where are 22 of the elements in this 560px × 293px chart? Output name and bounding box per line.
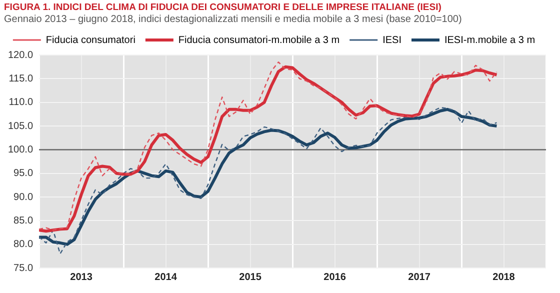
x-tick-label: 2017 bbox=[408, 272, 431, 283]
y-tick-label: 85.0 bbox=[14, 215, 34, 226]
y-tick-label: 75.0 bbox=[14, 262, 34, 274]
y-tick-label: 115.0 bbox=[8, 73, 34, 84]
x-tick-label: 2014 bbox=[154, 272, 178, 283]
y-tick-label: 100.0 bbox=[8, 144, 34, 156]
chart-title: FIGURA 1. INDICI DEL CLIMA DI FIDUCIA DEI CONSUMATORI E DELLE IMPRESE ITALIANE (IESI) bbox=[3, 1, 442, 13]
chart-subtitle: Gennaio 2013 – giugno 2018, indici destagionalizzati mensili e media mobile a 3 mesi (base 2010=100) bbox=[3, 13, 463, 25]
x-tick-label: 2016 bbox=[324, 272, 346, 283]
y-tick-label: 80.0 bbox=[14, 239, 34, 250]
y-tick-label: 105.0 bbox=[8, 120, 34, 132]
y-tick-label: 110.0 bbox=[8, 97, 34, 108]
legend-label: Fiducia consumatori bbox=[46, 34, 136, 46]
legend-label: IESI bbox=[382, 34, 402, 46]
x-tick-label: 2013 bbox=[70, 272, 93, 283]
y-tick-label: 120.0 bbox=[8, 50, 34, 61]
x-tick-label: 2018 bbox=[492, 272, 516, 283]
x-tick-label: 2015 bbox=[239, 272, 262, 283]
legend-label: Fiducia consumatori-m.mobile a 3 m bbox=[178, 34, 340, 46]
y-tick-label: 95.0 bbox=[14, 168, 34, 180]
legend-label: IESI-m.mobile a 3 m bbox=[444, 34, 536, 46]
y-tick-label: 90.0 bbox=[14, 192, 34, 203]
